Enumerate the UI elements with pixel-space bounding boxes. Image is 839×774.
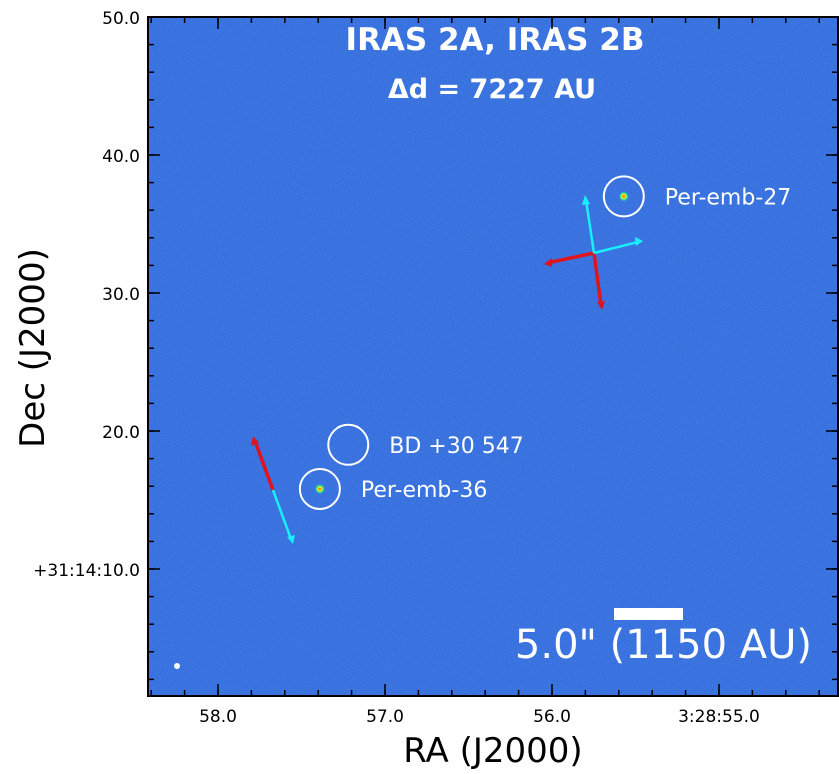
redshifted-lobe — [592, 252, 603, 306]
arrowhead-icon — [287, 535, 295, 544]
blueshifted-lobe — [593, 240, 639, 255]
scale-bar-label: 5.0" (1150 AU) — [515, 622, 812, 668]
x-tick-label: 3:28:55.0 — [678, 707, 760, 727]
plot-frame — [147, 16, 839, 697]
y-tick-label: 50.0 — [102, 9, 140, 29]
x-tick-label: 56.0 — [533, 707, 571, 727]
arrowhead-icon — [635, 237, 643, 246]
y-axis-label: Dec (J2000) — [13, 248, 53, 448]
blueshifted-lobe — [271, 489, 293, 540]
arrowhead-icon — [597, 301, 605, 310]
arrowhead-icon — [544, 258, 552, 267]
y-tick-label: 20.0 — [102, 423, 140, 443]
source-label: BD +30 547 — [389, 434, 523, 459]
source-emission — [618, 191, 629, 202]
arrowhead-icon — [582, 195, 590, 205]
source-emission — [314, 483, 325, 494]
source-circle — [602, 175, 645, 218]
y-tick-label: +31:14:10.0 — [33, 561, 140, 581]
x-axis-label: RA (J2000) — [403, 731, 582, 771]
beam-ellipse — [174, 663, 180, 669]
y-tick-label: 40.0 — [102, 147, 140, 167]
image-panel — [148, 17, 838, 696]
redshifted-lobe — [253, 440, 275, 491]
redshifted-lobe — [546, 251, 595, 265]
separation-label: Δd = 7227 AU — [388, 74, 596, 105]
blueshifted-lobe — [584, 199, 596, 254]
source-label: Per-emb-27 — [665, 185, 791, 210]
axis-ticks — [148, 16, 838, 696]
noise-tint — [148, 17, 838, 696]
source-markers: Per-emb-27 BD +30 547 Per-emb-36 — [298, 175, 791, 510]
source-circle — [327, 423, 370, 466]
source-circle — [298, 467, 341, 510]
x-tick-label: 58.0 — [199, 707, 237, 727]
source-label: Per-emb-36 — [361, 478, 487, 503]
image-title: IRAS 2A, IRAS 2B — [346, 22, 645, 58]
y-tick-label: 30.0 — [102, 285, 140, 305]
scale-bar — [614, 608, 683, 620]
x-tick-label: 57.0 — [366, 707, 404, 727]
noise-texture — [148, 17, 838, 696]
outflow-per-emb-36 — [251, 436, 295, 544]
arrowhead-icon — [251, 436, 259, 446]
outflow-per-emb-27 — [544, 195, 643, 310]
